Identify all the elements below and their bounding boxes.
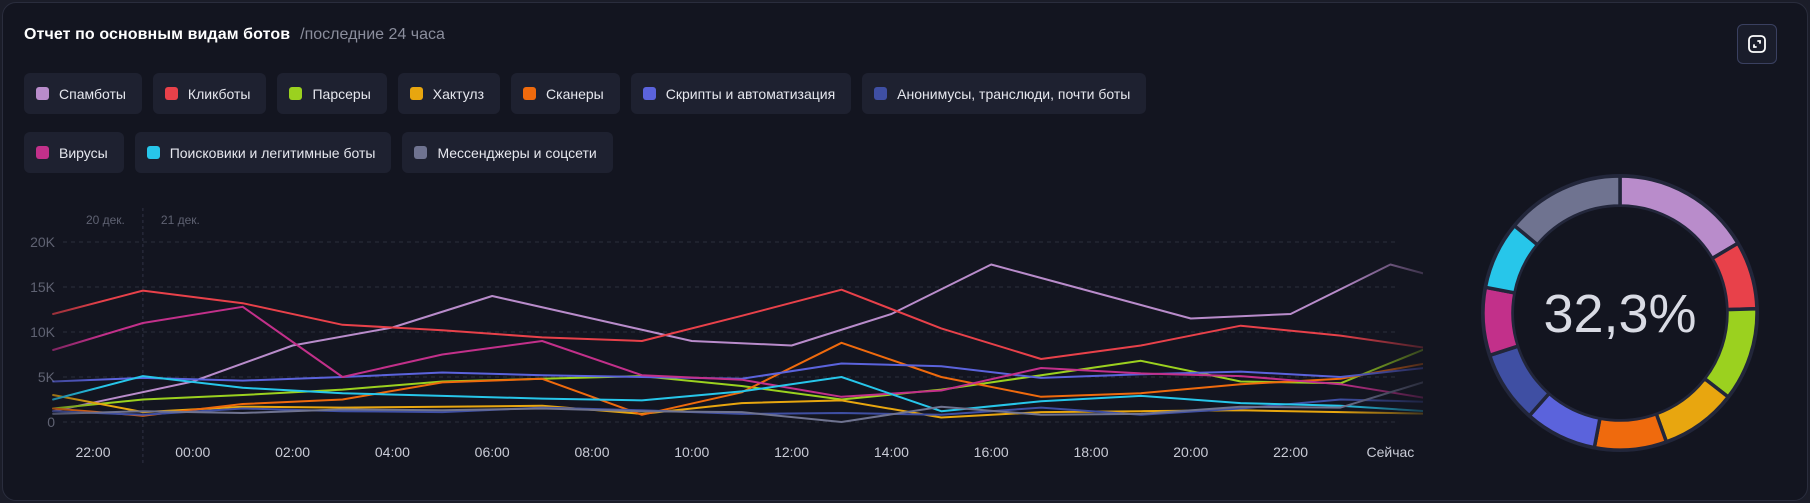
x-tick-label: 02:00	[275, 444, 310, 460]
legend-label: Хактулз	[432, 85, 485, 102]
expand-button[interactable]	[1737, 24, 1777, 64]
series-line	[52, 341, 1423, 417]
x-tick-label: 22:00	[1273, 444, 1308, 460]
legend-chip[interactable]: Анонимусы, транслюди, почти боты	[862, 73, 1147, 114]
series-line	[52, 288, 1423, 360]
legend-swatch	[874, 87, 888, 100]
x-tick-label: Сейчас	[1367, 444, 1415, 460]
legend-swatch	[409, 87, 423, 100]
x-tick-label: 14:00	[874, 444, 909, 460]
series-line	[52, 375, 1423, 413]
x-tick-label: 06:00	[475, 444, 510, 460]
donut-center-label: 32,3%	[1543, 284, 1696, 344]
y-tick-label: 15K	[30, 279, 56, 295]
legend-chip[interactable]: Хактулз	[397, 73, 501, 114]
legend-label: Поисковики и легитимные боты	[169, 144, 376, 161]
report-title: Отчет по основным видам ботов	[24, 26, 291, 43]
y-tick-label: 0	[47, 414, 55, 430]
legend-swatch	[289, 87, 303, 100]
x-tick-label: 08:00	[574, 444, 609, 460]
legend-label: Мессенджеры и соцсети	[437, 144, 597, 161]
x-tick-label: 22:00	[75, 444, 110, 460]
x-tick-label: 16:00	[974, 444, 1009, 460]
legend-row: Спамботы Кликботы Парсеры Хактулз Сканеры Скр…	[24, 73, 1224, 114]
legend-chip[interactable]: Сканеры	[511, 73, 620, 114]
legend-chip[interactable]: Поисковики и легитимные боты	[134, 132, 392, 173]
y-tick-label: 10K	[30, 324, 56, 340]
series-lines	[52, 263, 1423, 423]
legend-swatch	[36, 87, 49, 100]
chart-legend: Спамботы Кликботы Парсеры Хактулз Сканеры Скр…	[24, 73, 1224, 191]
line-chart: 0 5K 10K 15K 20K 20 дек. 21 дек. 22:00 00:00 02:0…	[30, 208, 1423, 463]
legend-chip[interactable]: Спамботы	[24, 73, 142, 114]
series-line	[52, 305, 1423, 399]
legend-label: Вирусы	[59, 144, 108, 161]
x-tick-label: 10:00	[674, 444, 709, 460]
series-line	[52, 263, 1423, 413]
legend-swatch	[146, 146, 160, 159]
day-label: 21 дек.	[161, 213, 200, 227]
legend-label: Парсеры	[312, 85, 371, 102]
legend-label: Спамботы	[59, 85, 126, 102]
x-tick-label: 12:00	[774, 444, 809, 460]
legend-chip[interactable]: Мессенджеры и соцсети	[402, 132, 613, 173]
legend-swatch	[36, 146, 49, 159]
x-tick-label: 00:00	[175, 444, 210, 460]
legend-label: Кликботы	[187, 85, 251, 102]
y-tick-label: 20K	[30, 234, 56, 250]
legend-row: Вирусы Поисковики и легитимные боты Мессен…	[24, 132, 1224, 173]
legend-chip[interactable]: Кликботы	[152, 73, 267, 114]
series-line	[52, 394, 1423, 419]
y-tick-label: 5K	[38, 369, 56, 385]
expand-icon	[1748, 35, 1766, 53]
series-line	[52, 362, 1423, 383]
legend-chip[interactable]: Вирусы	[24, 132, 124, 173]
x-tick-label: 04:00	[375, 444, 410, 460]
legend-label: Сканеры	[546, 85, 604, 102]
legend-swatch	[642, 87, 656, 100]
legend-chip[interactable]: Парсеры	[277, 73, 387, 114]
legend-label: Анонимусы, транслюди, почти боты	[897, 85, 1131, 102]
legend-chip[interactable]: Скрипты и автоматизация	[630, 73, 852, 114]
donut-chart: 32,3%	[1481, 174, 1759, 452]
x-tick-label: 18:00	[1073, 444, 1108, 460]
donut-segment	[1481, 285, 1520, 358]
donut-segment	[1592, 411, 1669, 452]
donut-segment	[1512, 174, 1622, 247]
legend-swatch	[414, 146, 428, 159]
series-line	[52, 381, 1423, 423]
legend-label: Скрипты и автоматизация	[665, 85, 836, 102]
legend-swatch	[523, 87, 537, 100]
report-header: Отчет по основным видам ботов /последние…	[24, 26, 445, 44]
legend-swatch	[164, 87, 178, 100]
day-label: 20 дек.	[86, 213, 125, 227]
x-tick-label: 20:00	[1173, 444, 1208, 460]
report-period: /последние 24 часа	[300, 26, 445, 43]
